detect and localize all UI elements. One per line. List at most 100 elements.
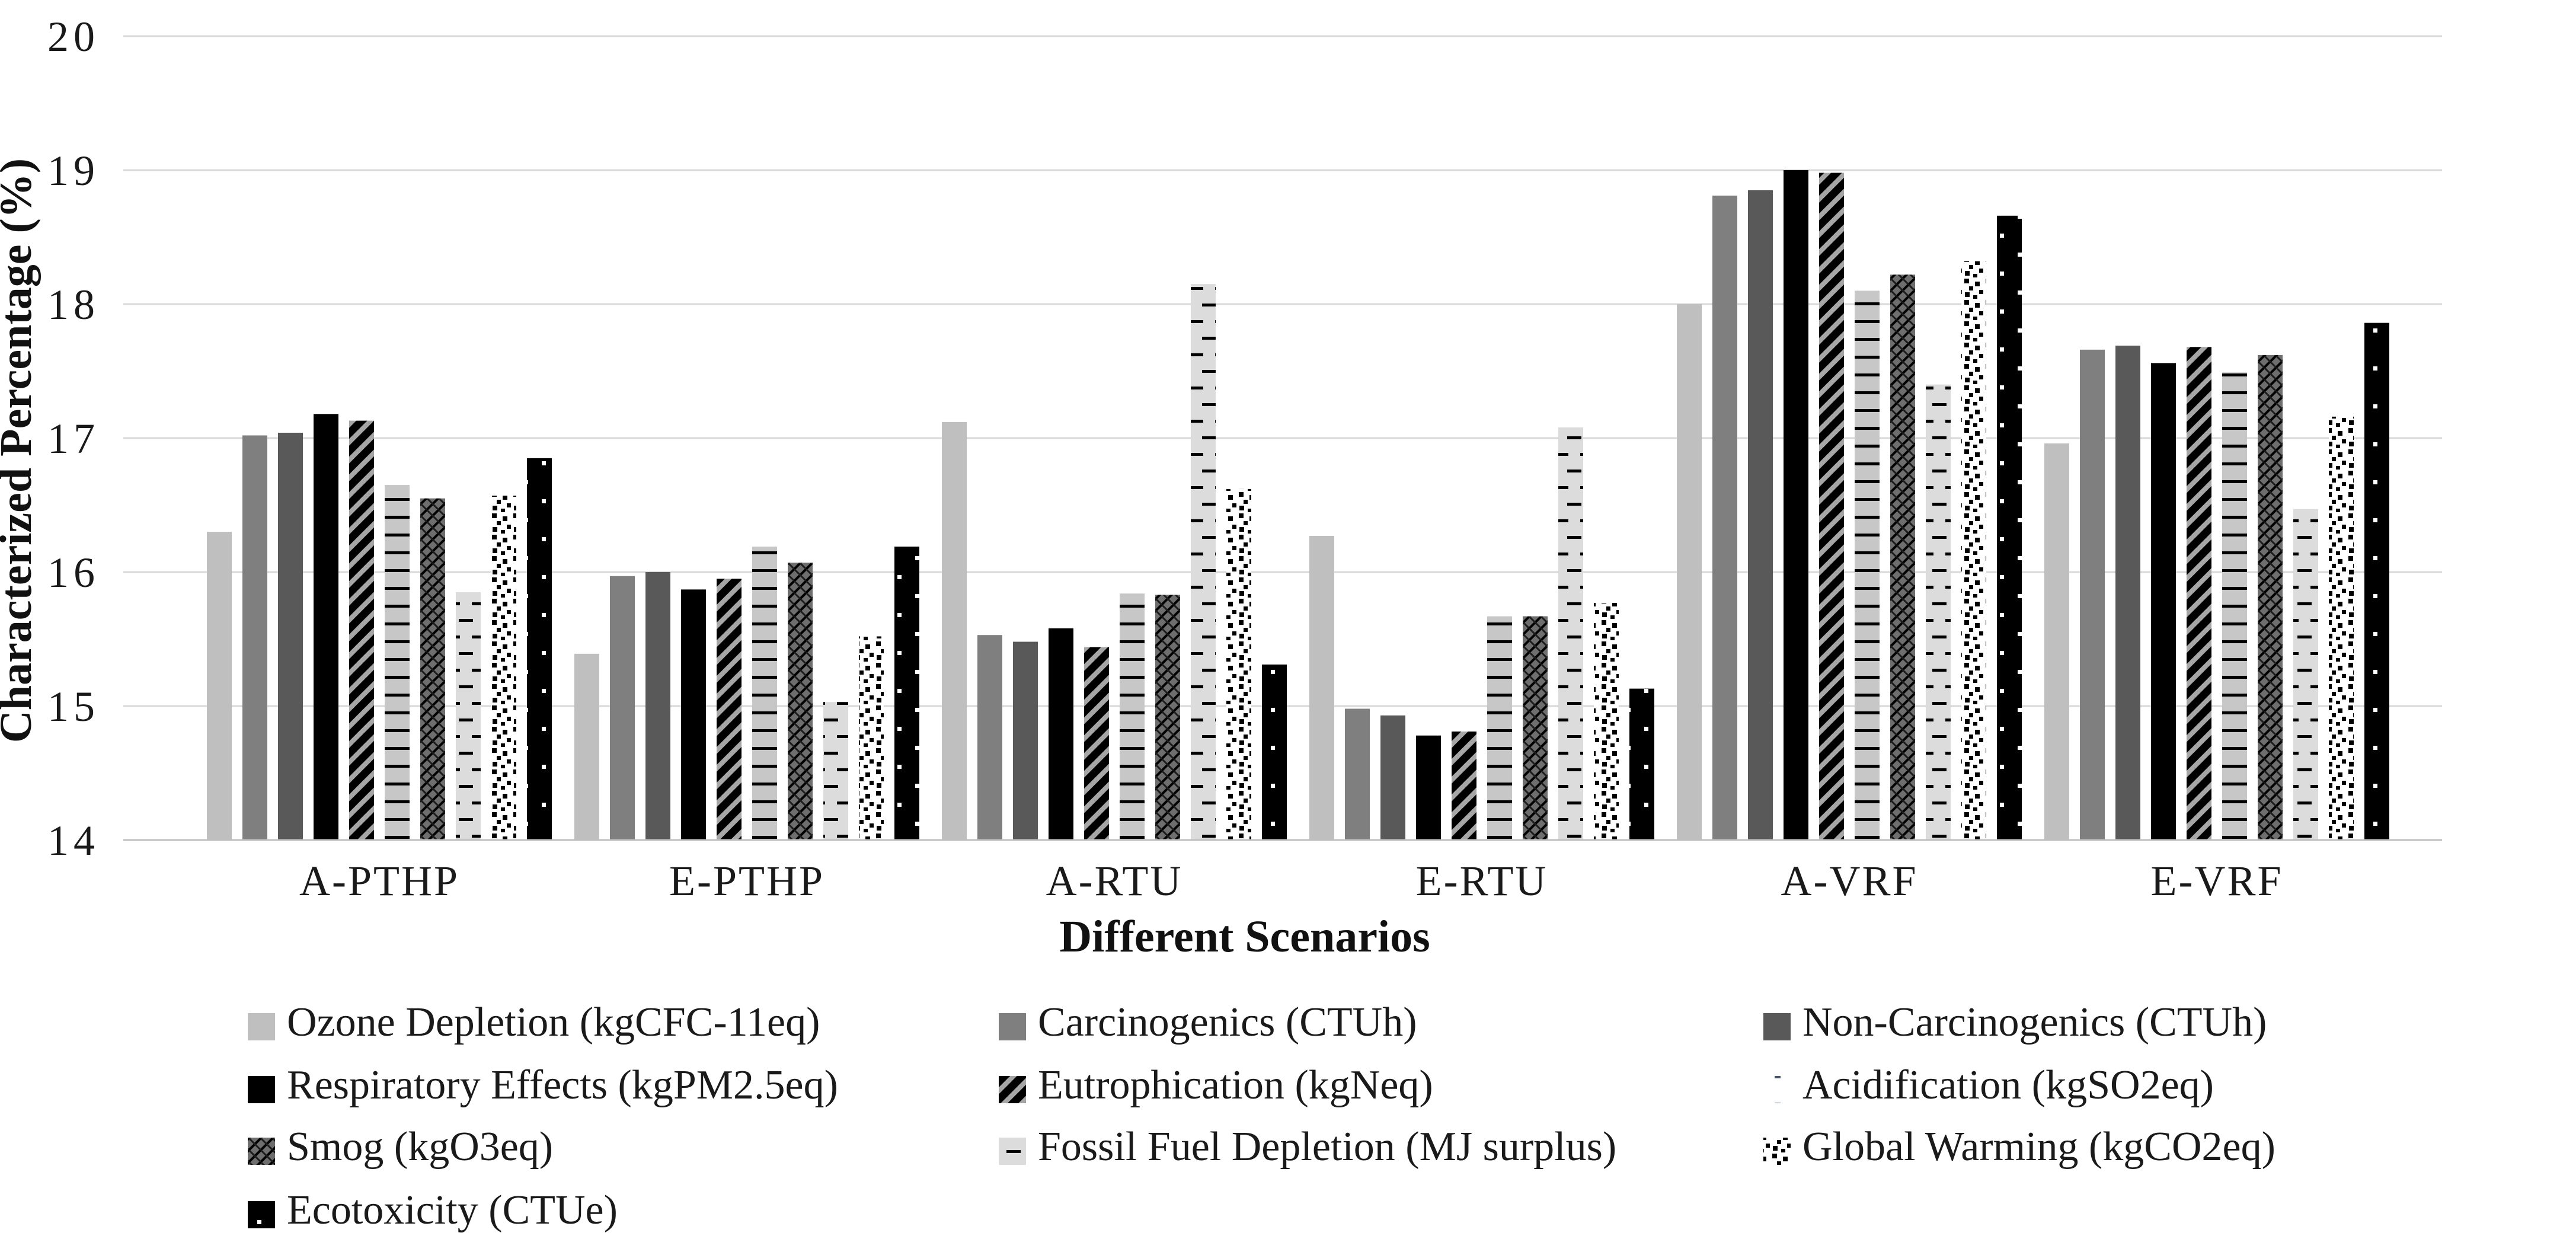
bar — [1997, 215, 2022, 841]
bar — [1262, 664, 1287, 840]
legend-label: Smog (kgO3eq) — [287, 1124, 553, 1170]
bar-series — [207, 170, 2389, 841]
legend-swatch — [1763, 1138, 1791, 1165]
bar — [1155, 595, 1180, 840]
bar — [1629, 688, 1654, 840]
legend-swatch — [999, 1076, 1026, 1103]
legend-label: Eutrophication (kgNeq) — [1038, 1062, 1433, 1108]
bar — [2364, 322, 2389, 840]
bar — [1452, 731, 1476, 840]
bar — [278, 432, 303, 840]
legend-swatch — [248, 1076, 275, 1103]
bar — [610, 576, 635, 840]
legend-swatch — [999, 1138, 1026, 1165]
legend-label: Acidification (kgSO2eq) — [1802, 1062, 2214, 1108]
y-tick-label: 19 — [47, 147, 100, 194]
bar — [349, 420, 374, 840]
bar — [420, 498, 445, 840]
bar — [2080, 349, 2105, 840]
x-tick-label: E-PTHP — [669, 857, 824, 905]
bar — [1961, 261, 1986, 840]
legend-item: Fossil Fuel Depletion (MJ surplus) — [999, 1124, 1616, 1170]
bar — [859, 636, 884, 840]
y-tick-label: 14 — [47, 817, 100, 864]
bar — [752, 547, 777, 840]
legend-item: Eutrophication (kgNeq) — [999, 1062, 1433, 1108]
legend-label: Fossil Fuel Depletion (MJ surplus) — [1038, 1124, 1616, 1170]
legend-label: Carcinogenics (CTUh) — [1038, 999, 1417, 1045]
legend-item: Global Warming (kgCO2eq) — [1763, 1124, 2275, 1170]
bar — [1226, 488, 1251, 840]
y-tick-label: 20 — [47, 13, 100, 60]
legend-swatch — [248, 1138, 275, 1165]
bar — [1523, 616, 1548, 840]
bar — [894, 547, 919, 840]
bar — [1013, 641, 1038, 840]
bar — [1049, 628, 1073, 840]
legend-item: Respiratory Effects (kgPM2.5eq) — [248, 1062, 838, 1108]
x-axis-tick-labels: A-PTHP E-PTHP A-RTU E-RTU A-VRF E-VRF — [299, 857, 2283, 905]
bar — [2222, 372, 2247, 840]
bar — [1855, 290, 1880, 840]
bar — [788, 563, 813, 840]
legend-label: Global Warming (kgCO2eq) — [1802, 1124, 2275, 1170]
x-tick-label: A-PTHP — [299, 857, 459, 905]
y-axis-title: Characterized Percentage (%) — [0, 158, 41, 743]
bar — [1309, 535, 1334, 840]
bar — [2293, 509, 2318, 840]
legend-swatch — [1763, 1076, 1791, 1103]
legend-item: Ozone Depletion (kgCFC-11eq) — [248, 999, 820, 1045]
bar — [1784, 170, 1808, 840]
y-tick-label: 15 — [47, 683, 100, 730]
legend-item: Carcinogenics (CTUh) — [999, 999, 1417, 1045]
bar — [1890, 274, 1915, 840]
y-tick-label: 17 — [47, 415, 100, 462]
legend-label: Ozone Depletion (kgCFC-11eq) — [287, 999, 820, 1045]
bar — [1819, 173, 1844, 840]
y-axis-tick-labels: 20 19 18 17 16 15 14 — [47, 13, 100, 864]
bar — [823, 702, 848, 840]
x-tick-label: A-VRF — [1781, 857, 1917, 905]
bar — [314, 414, 338, 840]
legend-item: Smog (kgO3eq) — [248, 1124, 553, 1170]
bar — [1558, 427, 1583, 840]
legend-item: Ecotoxicity (CTUe) — [248, 1187, 618, 1233]
bar — [574, 653, 599, 840]
bar — [1677, 304, 1702, 840]
bar — [2151, 363, 2176, 840]
y-tick-label: 16 — [47, 549, 100, 596]
bar — [1345, 708, 1370, 840]
bar — [645, 572, 670, 840]
bar — [527, 458, 552, 840]
legend-label: Ecotoxicity (CTUe) — [287, 1187, 618, 1233]
bar — [1926, 384, 1951, 840]
bar — [1380, 715, 1405, 840]
bar — [1120, 593, 1145, 840]
bar — [2115, 346, 2140, 840]
bar — [717, 579, 742, 840]
legend: Ozone Depletion (kgCFC-11eq) Carcinogenic… — [248, 999, 2275, 1233]
bar — [456, 592, 481, 840]
bar — [1084, 647, 1109, 840]
legend-swatch — [1763, 1013, 1791, 1040]
y-tick-label: 18 — [47, 281, 100, 328]
bar — [1748, 190, 1773, 840]
bar — [2329, 416, 2354, 840]
bar — [385, 485, 410, 840]
legend-label: Non-Carcinogenics (CTUh) — [1802, 999, 2267, 1045]
bar — [1487, 616, 1512, 840]
legend-item: Acidification (kgSO2eq) — [1763, 1062, 2214, 1108]
bar — [242, 435, 267, 840]
legend-label: Respiratory Effects (kgPM2.5eq) — [287, 1062, 838, 1108]
legend-item: Non-Carcinogenics (CTUh) — [1763, 999, 2267, 1045]
bar — [207, 532, 232, 840]
legend-swatch — [248, 1013, 275, 1040]
bar — [2258, 355, 2283, 840]
x-tick-label: E-RTU — [1416, 857, 1548, 905]
legend-swatch — [248, 1201, 275, 1228]
legend-swatch — [999, 1013, 1026, 1040]
x-tick-label: A-RTU — [1046, 857, 1183, 905]
x-tick-label: E-VRF — [2150, 857, 2283, 905]
